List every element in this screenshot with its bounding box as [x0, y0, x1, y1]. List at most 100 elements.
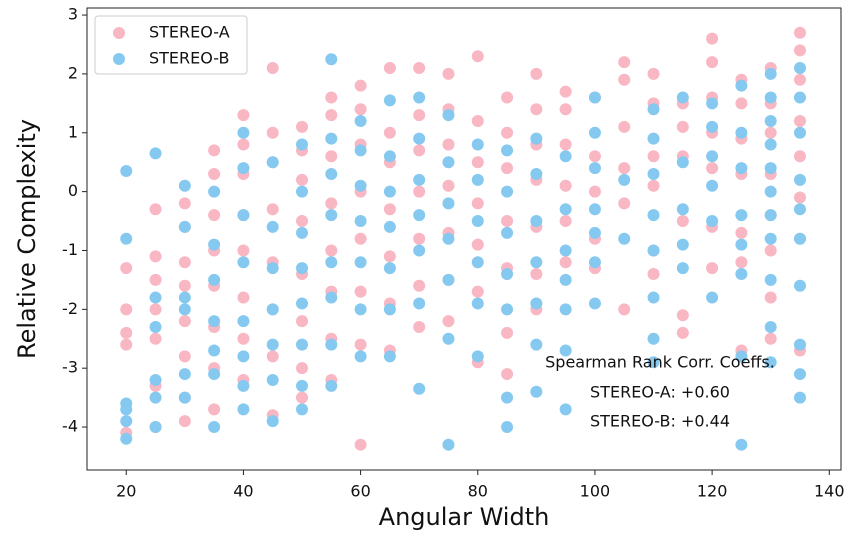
point	[149, 373, 162, 386]
point	[676, 262, 689, 275]
point	[530, 103, 543, 116]
point	[501, 126, 514, 139]
point	[676, 120, 689, 133]
point	[178, 179, 191, 192]
point	[354, 438, 367, 451]
point	[676, 156, 689, 169]
point	[354, 103, 367, 116]
point	[793, 44, 806, 57]
point	[442, 156, 455, 169]
point	[735, 238, 748, 251]
point	[530, 297, 543, 310]
point	[559, 203, 572, 216]
point	[208, 368, 221, 381]
plot-frame	[86, 7, 842, 471]
x-tick-label: 40	[233, 482, 253, 501]
point	[735, 126, 748, 139]
point	[618, 232, 631, 245]
point	[647, 332, 660, 345]
point	[325, 91, 338, 104]
point	[618, 173, 631, 186]
point	[735, 268, 748, 281]
point	[383, 350, 396, 363]
point	[354, 285, 367, 298]
point	[237, 403, 250, 416]
point	[325, 291, 338, 304]
point	[120, 415, 133, 428]
point	[354, 256, 367, 269]
annotation: STEREO-A: +0.60	[590, 383, 730, 402]
point	[413, 109, 426, 122]
point	[178, 415, 191, 428]
point	[764, 138, 777, 151]
point	[793, 232, 806, 245]
point	[413, 144, 426, 157]
point	[296, 379, 309, 392]
point	[676, 91, 689, 104]
point	[442, 138, 455, 151]
point	[588, 162, 601, 175]
point	[442, 179, 455, 192]
point	[764, 162, 777, 175]
point	[325, 197, 338, 210]
point	[325, 256, 338, 269]
annotation: Spearman Rank Corr. Coeffs.	[545, 353, 775, 372]
point	[354, 303, 367, 316]
point	[266, 203, 279, 216]
point	[647, 291, 660, 304]
point	[501, 162, 514, 175]
point	[296, 120, 309, 133]
point	[325, 379, 338, 392]
point	[383, 150, 396, 163]
point	[325, 338, 338, 351]
point	[618, 162, 631, 175]
point	[296, 262, 309, 275]
point	[208, 273, 221, 286]
point	[647, 167, 660, 180]
point	[706, 179, 719, 192]
point	[120, 403, 133, 416]
point	[501, 303, 514, 316]
point	[120, 262, 133, 275]
point	[618, 120, 631, 133]
point	[706, 32, 719, 45]
point	[647, 179, 660, 192]
point	[735, 162, 748, 175]
y-axis-label: Relative Complexity	[13, 119, 41, 359]
point	[237, 162, 250, 175]
point	[793, 73, 806, 86]
point	[793, 91, 806, 104]
point	[149, 303, 162, 316]
point	[471, 215, 484, 228]
point	[588, 185, 601, 198]
point	[676, 215, 689, 228]
point	[588, 297, 601, 310]
point	[149, 320, 162, 333]
point	[706, 150, 719, 163]
point	[559, 244, 572, 257]
point	[237, 244, 250, 257]
point	[120, 232, 133, 245]
point	[296, 173, 309, 186]
point	[735, 256, 748, 269]
point	[530, 215, 543, 228]
point	[706, 262, 719, 275]
point	[559, 215, 572, 228]
point	[237, 256, 250, 269]
point	[413, 62, 426, 75]
point	[266, 338, 279, 351]
point	[237, 109, 250, 122]
point	[354, 179, 367, 192]
point	[383, 203, 396, 216]
point	[793, 368, 806, 381]
point	[149, 203, 162, 216]
point	[559, 103, 572, 116]
point	[413, 185, 426, 198]
point	[764, 232, 777, 245]
point	[149, 273, 162, 286]
point	[559, 138, 572, 151]
point	[793, 114, 806, 127]
point	[178, 256, 191, 269]
point	[266, 156, 279, 169]
